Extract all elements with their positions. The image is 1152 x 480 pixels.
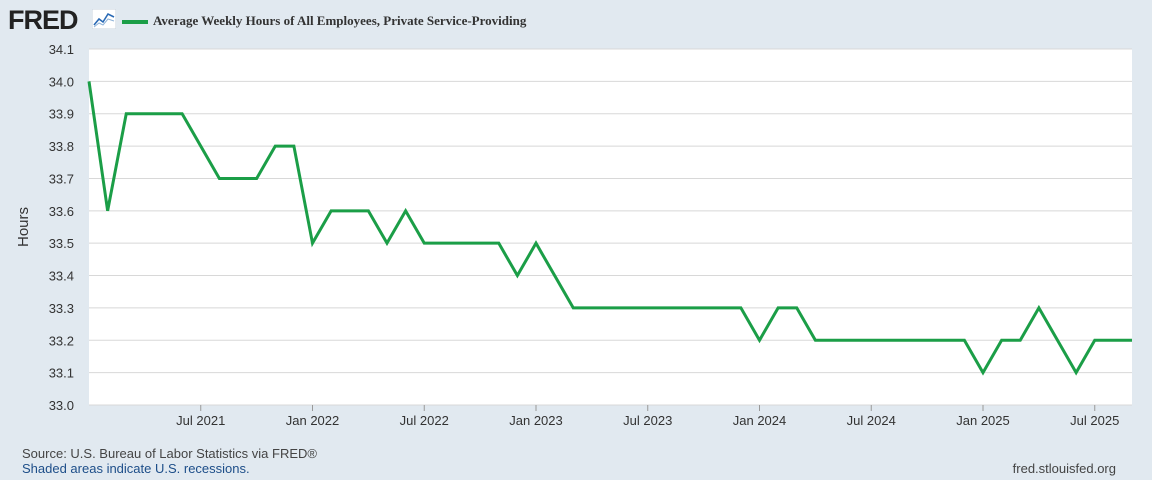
- legend-swatch: [122, 20, 148, 24]
- line-graph-icon: [92, 9, 116, 29]
- x-tick-label: Jan 2023: [509, 413, 563, 428]
- x-tick-label: Jul 2024: [847, 413, 896, 428]
- y-tick-label: 33.9: [49, 107, 74, 122]
- plot-background: [89, 49, 1132, 405]
- y-tick-label: 33.1: [49, 366, 74, 381]
- y-axis-title: Hours: [15, 207, 32, 247]
- y-tick-label: 33.2: [49, 333, 74, 348]
- y-tick-label: 33.7: [49, 171, 74, 186]
- y-tick-label: 34.1: [49, 42, 74, 57]
- legend-label: Average Weekly Hours of All Employees, P…: [153, 13, 527, 28]
- x-tick-label: Jul 2021: [176, 413, 225, 428]
- x-tick-label: Jan 2025: [956, 413, 1010, 428]
- fred-url[interactable]: fred.stlouisfed.org: [1012, 461, 1116, 476]
- x-tick-label: Jul 2023: [623, 413, 672, 428]
- x-tick-label: Jul 2025: [1070, 413, 1119, 428]
- fred-logo[interactable]: FRED: [8, 5, 78, 35]
- y-tick-label: 33.6: [49, 204, 74, 219]
- recession-note: Shaded areas indicate U.S. recessions.: [22, 461, 250, 476]
- y-tick-label: 33.4: [49, 269, 74, 284]
- series-line: [87, 81, 1132, 376]
- y-tick-label: 33.0: [49, 398, 74, 413]
- x-tick-label: Jan 2022: [286, 413, 340, 428]
- y-tick-label: 34.0: [49, 74, 74, 89]
- x-tick-label: Jul 2022: [400, 413, 449, 428]
- source-note: Source: U.S. Bureau of Labor Statistics …: [22, 446, 317, 461]
- x-tick-label: Jan 2024: [733, 413, 787, 428]
- y-tick-label: 33.8: [49, 139, 74, 154]
- y-tick-label: 33.5: [49, 236, 74, 251]
- chart-area: 33.0 33.1 33.2 33.3 33.4 33.5 33.6 33.7 33.8 33.9…: [15, 42, 1132, 428]
- y-tick-label: 33.3: [49, 301, 74, 316]
